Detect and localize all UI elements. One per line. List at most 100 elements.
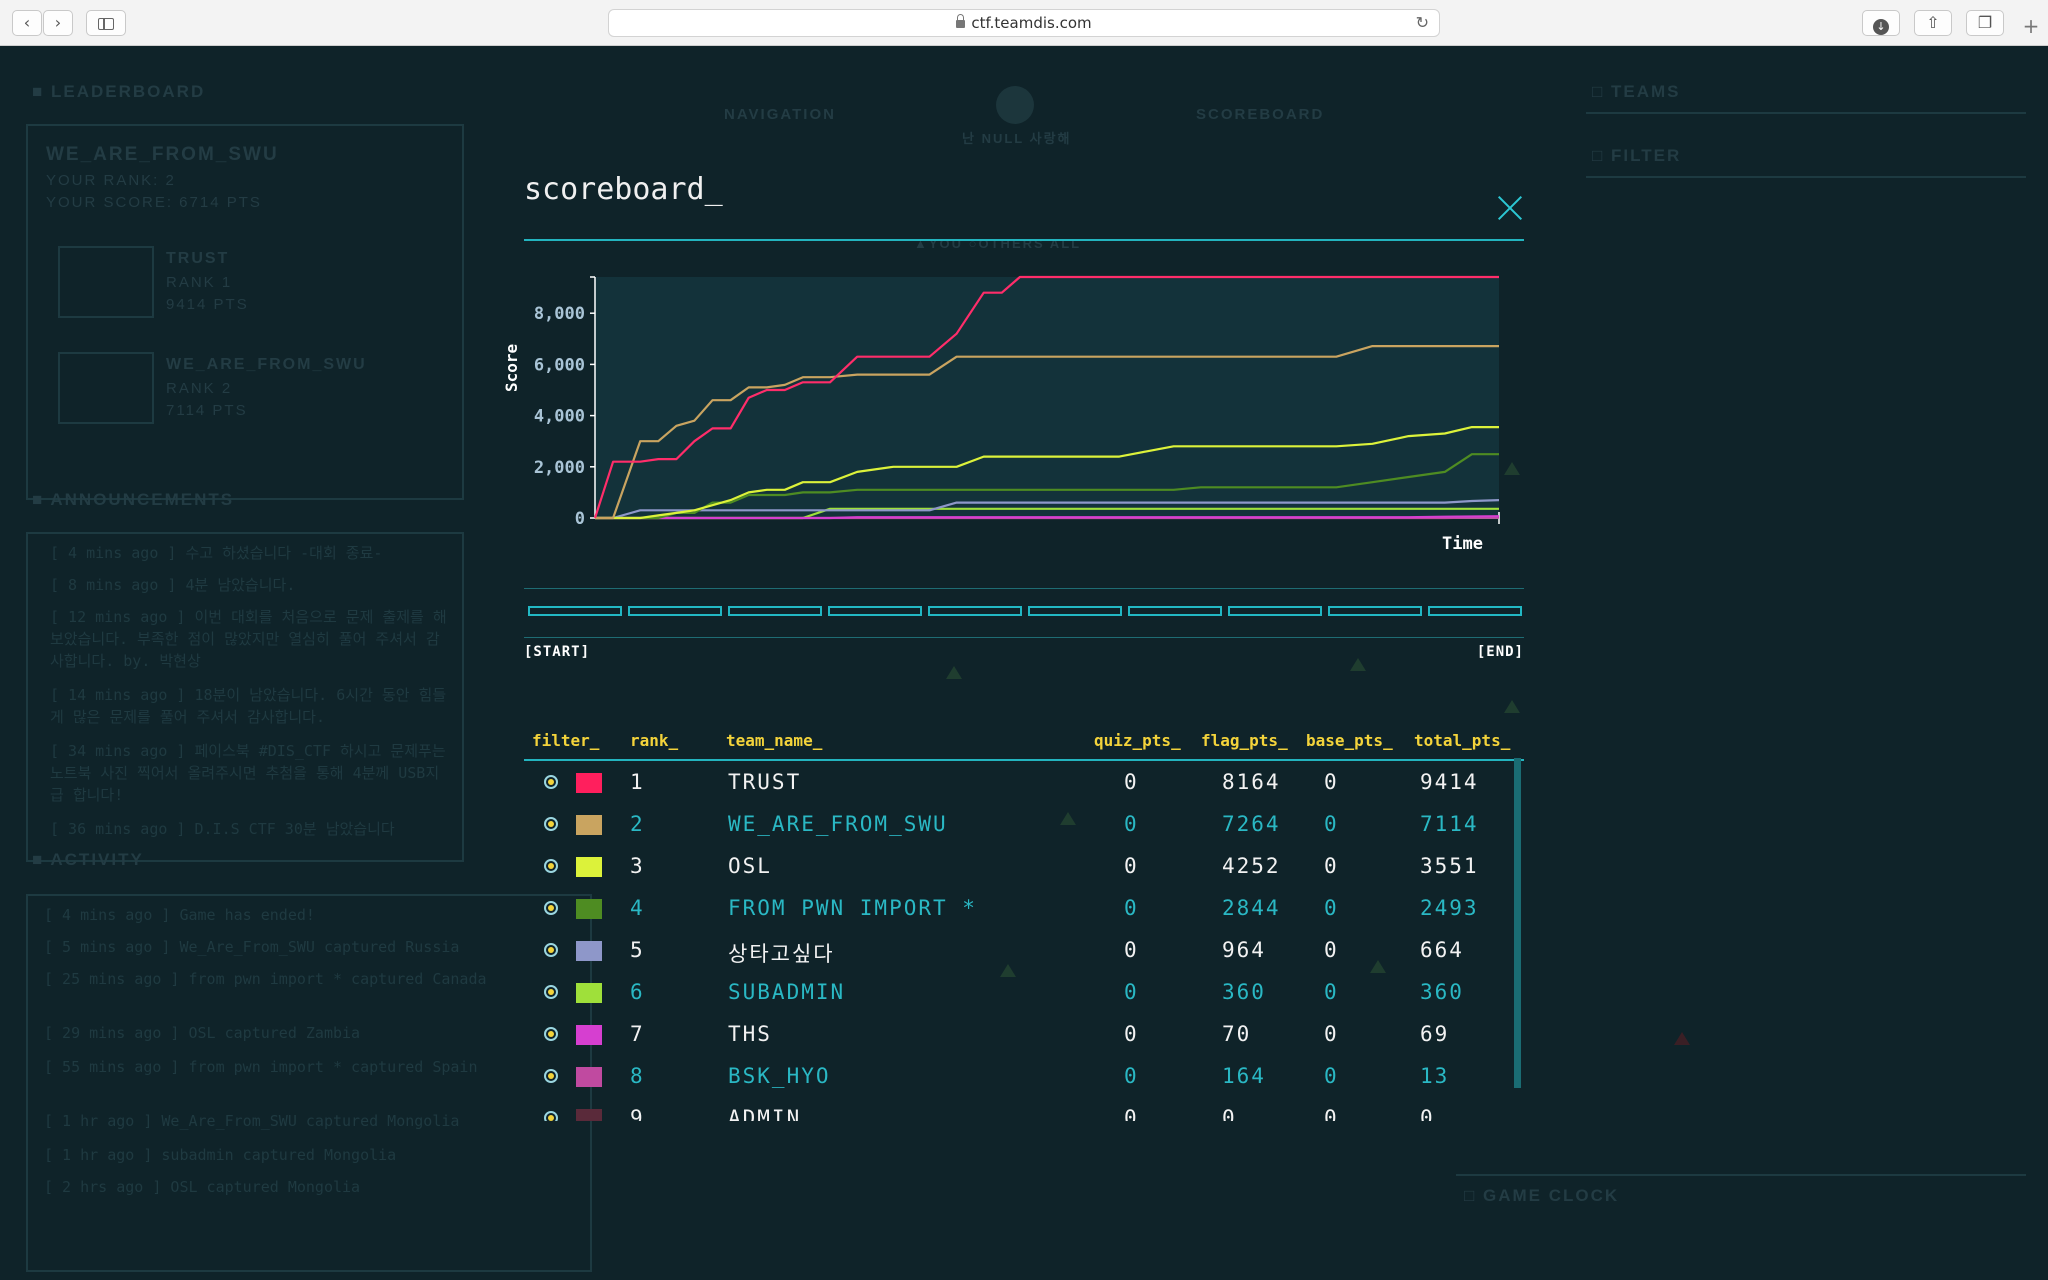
series-line [595, 426, 1499, 520]
nav-user: 난 NULL 사랑해 [962, 131, 1072, 146]
leaderboard-heading: ■ LEADERBOARD [32, 82, 206, 101]
table-row[interactable]: 7 THS 0 70 0 69 [524, 1015, 1524, 1057]
brush-segment[interactable] [928, 606, 1022, 616]
download-icon: ↓ [1873, 19, 1889, 35]
my-rank: YOUR RANK: 2 [46, 172, 176, 189]
leader-pts-2: 7114 PTS [166, 402, 248, 419]
nav-navigation: NAVIGATION [724, 106, 836, 123]
brush-segment[interactable] [1128, 606, 1222, 616]
cell-base: 0 [1324, 1106, 1339, 1121]
brush-segment[interactable] [1228, 606, 1322, 616]
announcement-item: [ 4 mins ago ] 수고 하셨습니다 -대회 종료- [50, 544, 383, 562]
brush-segment[interactable] [528, 606, 622, 616]
filter-radio[interactable] [544, 859, 558, 873]
header-team-name[interactable]: team_name_ [726, 731, 823, 750]
map-marker-icon [1000, 964, 1016, 977]
header-base-pts[interactable]: base_pts_ [1306, 731, 1393, 750]
brush-segment[interactable] [628, 606, 722, 616]
divider [1456, 1174, 2026, 1176]
table-row[interactable]: 3 OSL 0 4252 0 3551 [524, 847, 1524, 889]
map-marker-icon [1350, 658, 1366, 671]
brush-segment[interactable] [828, 606, 922, 616]
cell-flag: 70 [1222, 1022, 1252, 1046]
my-score: YOUR SCORE: 6714 PTS [46, 194, 262, 211]
announcement-item: [ 36 mins ago ] D.I.S CTF 30분 남았습니다 [50, 820, 395, 838]
y-axis-label: Score [502, 343, 521, 392]
cell-base: 0 [1324, 896, 1339, 920]
cell-quiz: 0 [1124, 1022, 1139, 1046]
table-row[interactable]: 1 TRUST 0 8164 0 9414 [524, 763, 1524, 805]
header-filter[interactable]: filter_ [532, 731, 600, 750]
leader-name-1: TRUST [166, 250, 230, 267]
avatar [996, 86, 1034, 124]
filter-radio[interactable] [544, 901, 558, 915]
tabs-button[interactable]: ❐ [1966, 10, 2004, 36]
cell-team: 상타고싶다 [728, 942, 835, 966]
filter-radio[interactable] [544, 985, 558, 999]
team-color-swatch [576, 773, 602, 793]
tabs-icon: ❐ [1977, 13, 1993, 32]
browser-toolbar: ‹ › ctf.teamdis.com ↻ ↓ ⇧ ❐ + [0, 0, 2048, 46]
y-tick-label: 4,000 [534, 407, 585, 427]
chevron-left-icon: ‹ [23, 13, 31, 32]
cell-team: THS [728, 1022, 772, 1046]
table-row[interactable]: 2 WE_ARE_FROM_SWU 0 7264 0 7114 [524, 805, 1524, 847]
activity-item: [ 25 mins ago ] from pwn import * captur… [44, 970, 487, 988]
brush-segment[interactable] [1428, 606, 1522, 616]
series-line [595, 515, 1500, 520]
reload-icon[interactable]: ↻ [1415, 13, 1429, 32]
brush-segment[interactable] [728, 606, 822, 616]
download-button[interactable]: ↓ [1862, 10, 1900, 36]
y-tick-label: 2,000 [534, 458, 585, 478]
filter-radio[interactable] [544, 1111, 558, 1121]
leader-pts-1: 9414 PTS [166, 296, 249, 313]
header-total-pts[interactable]: total_pts_ [1414, 731, 1511, 750]
cell-base: 0 [1324, 938, 1339, 962]
back-button[interactable]: ‹ [12, 10, 42, 36]
cell-total: 9414 [1420, 770, 1479, 794]
filter-radio[interactable] [544, 817, 558, 831]
app-background: ■ LEADERBOARD WE_ARE_FROM_SWU YOUR RANK:… [0, 46, 2048, 1280]
cell-rank: 4 [630, 896, 645, 920]
close-icon[interactable] [1496, 194, 1524, 222]
activity-item: [ 1 hr ago ] We_Are_From_SWU captured Mo… [44, 1112, 460, 1130]
cell-quiz: 0 [1124, 770, 1139, 794]
team-color-swatch [576, 1025, 602, 1045]
new-tab-button[interactable]: + [2022, 14, 2040, 38]
sidebar-button[interactable] [86, 10, 126, 36]
team-color-swatch [576, 941, 602, 961]
leaderboard-panel: WE_ARE_FROM_SWU YOUR RANK: 2 YOUR SCORE:… [26, 124, 464, 500]
header-quiz-pts[interactable]: quiz_pts_ [1094, 731, 1181, 750]
table-row[interactable]: 6 SUBADMIN 0 360 0 360 [524, 973, 1524, 1015]
table-row[interactable]: 9 ADMIN 0 0 0 0 [524, 1099, 1524, 1121]
cell-team: ADMIN [728, 1106, 802, 1121]
brush-end-label: [END] [1476, 644, 1524, 660]
table-scrollbar[interactable] [1514, 758, 1521, 1088]
activity-item: [ 2 hrs ago ] OSL captured Mongolia [44, 1178, 361, 1196]
filter-radio[interactable] [544, 1069, 558, 1083]
table-row[interactable]: 5 상타고싶다 0 964 0 664 [524, 931, 1524, 973]
filter-radio[interactable] [544, 775, 558, 789]
address-bar[interactable]: ctf.teamdis.com ↻ [608, 9, 1440, 37]
scoreboard-modal: scoreboard_ 0 2,000 4,000 6,000 8,000 Score … [502, 160, 1524, 1121]
filter-radio[interactable] [544, 943, 558, 957]
table-row[interactable]: 4 FROM PWN IMPORT * 0 2844 0 2493 [524, 889, 1524, 931]
filter-radio[interactable] [544, 1027, 558, 1041]
brush-segment[interactable] [1328, 606, 1422, 616]
map-marker-icon [1060, 812, 1076, 825]
team-color-swatch [576, 857, 602, 877]
header-rank[interactable]: rank_ [630, 731, 679, 750]
cell-total: 7114 [1420, 812, 1479, 836]
filter-heading: □ FILTER [1592, 146, 1682, 165]
plot-area [595, 277, 1499, 518]
forward-button[interactable]: › [43, 10, 73, 36]
map-marker-icon [1504, 462, 1520, 475]
cell-flag: 7264 [1222, 812, 1281, 836]
brush-segment[interactable] [1028, 606, 1122, 616]
time-brush[interactable] [524, 588, 1524, 638]
cell-base: 0 [1324, 1064, 1339, 1088]
header-flag-pts[interactable]: flag_pts_ [1201, 731, 1288, 750]
table-row[interactable]: 8 BSK_HYO 0 164 0 13 [524, 1057, 1524, 1099]
cell-rank: 1 [630, 770, 645, 794]
share-button[interactable]: ⇧ [1914, 10, 1952, 36]
